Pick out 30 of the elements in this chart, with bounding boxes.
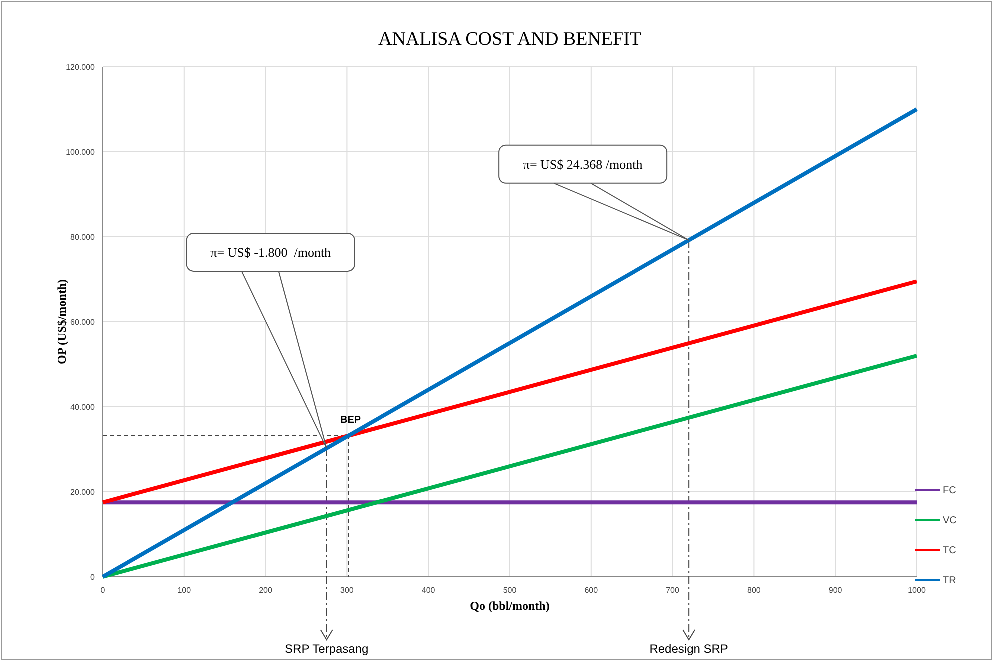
x-tick-label: 300: [340, 586, 354, 595]
x-tick-label: 1000: [908, 586, 926, 595]
y-tick-label: 40.000: [70, 402, 96, 412]
y-tick-label: 0: [90, 572, 96, 582]
y-tick-label: 60.000: [70, 318, 96, 327]
chart-title: ANALISA COST AND BENEFIT: [378, 29, 642, 50]
x-tick-label: 500: [503, 586, 518, 595]
y-tick-label: 120.000: [66, 62, 96, 72]
x-tick-label: 600: [584, 586, 599, 595]
x-tick-label: 0: [100, 586, 106, 595]
y-axis-title: OP (US$/month): [55, 279, 69, 365]
x-tick-label: 100: [178, 586, 192, 595]
legend-label: FC: [943, 486, 956, 496]
x-tick-label: 800: [748, 586, 762, 595]
annotation: π= US$ 24.368 /month: [523, 156, 644, 172]
legend-label: VC: [943, 516, 957, 526]
y-tick-label: 100.000: [66, 148, 96, 157]
annotation: π= US$ -1.800 /month: [210, 244, 332, 260]
annotation: BEP: [340, 414, 362, 426]
annotation: SRP Terpasang: [285, 642, 369, 656]
x-axis-title: Qo (bbl/month): [470, 599, 550, 613]
annotation: Redesign SRP: [650, 642, 728, 656]
x-tick-label: 400: [422, 586, 436, 595]
x-tick-label: 900: [828, 586, 843, 595]
legend-label: TR: [943, 576, 956, 586]
x-tick-label: 200: [259, 586, 274, 595]
y-tick-label: 80.000: [70, 232, 96, 242]
x-tick-label: 700: [666, 586, 680, 595]
legend-label: TC: [943, 546, 956, 556]
y-tick-label: 20.000: [70, 488, 96, 497]
